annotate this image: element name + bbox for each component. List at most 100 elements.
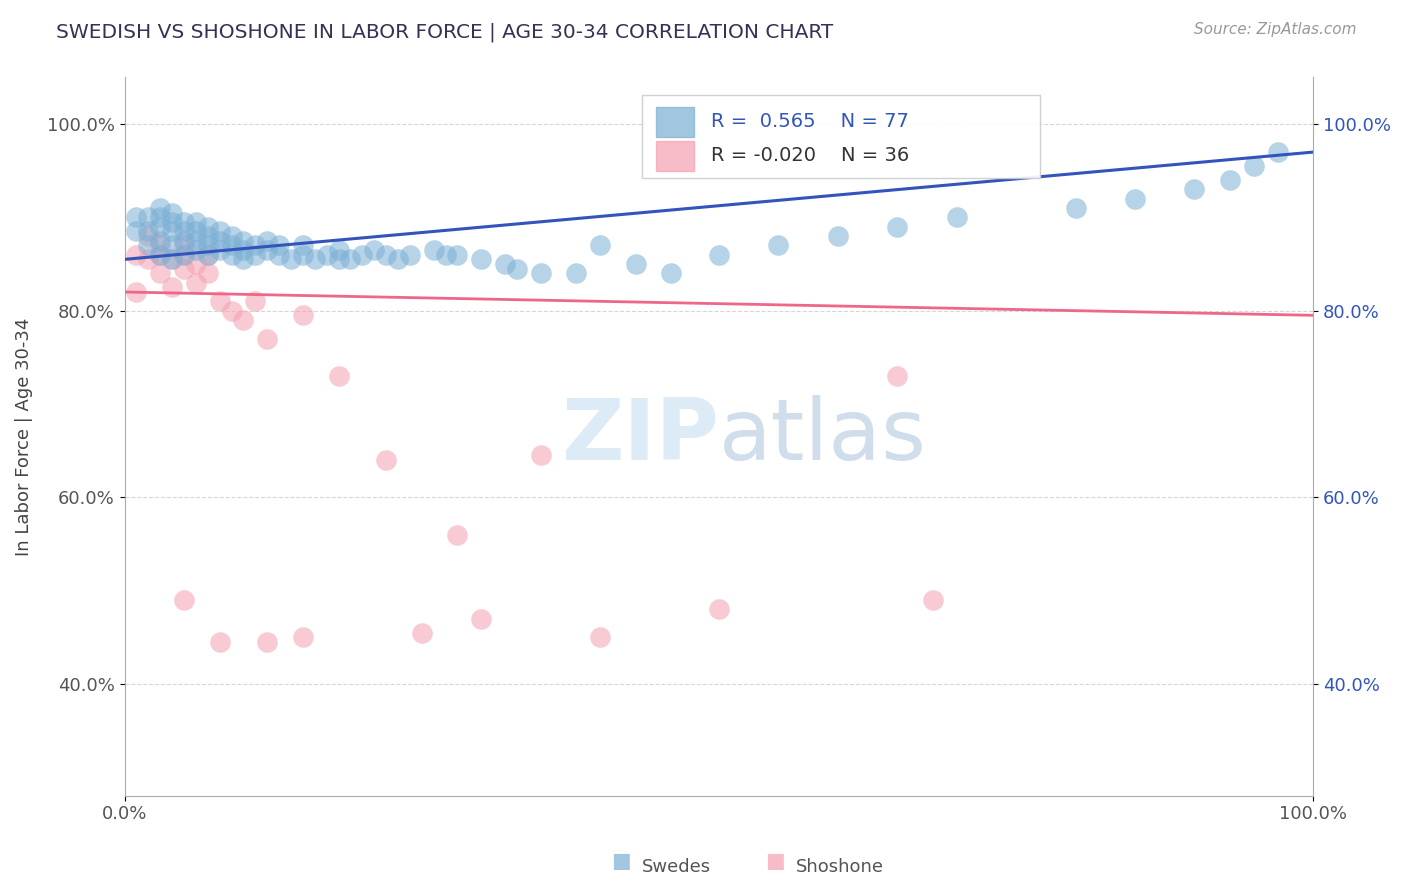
- Point: [269, 248, 291, 262]
- Point: [1219, 173, 1241, 187]
- Point: [149, 238, 172, 252]
- Point: [221, 238, 243, 252]
- Point: [886, 368, 908, 383]
- Point: [173, 248, 195, 262]
- Point: [411, 625, 433, 640]
- Point: [768, 238, 790, 252]
- FancyBboxPatch shape: [657, 141, 695, 171]
- Point: [125, 224, 148, 238]
- Point: [922, 592, 945, 607]
- Point: [1243, 159, 1265, 173]
- Point: [149, 248, 172, 262]
- Point: [197, 248, 219, 262]
- Point: [173, 224, 195, 238]
- Point: [149, 219, 172, 234]
- Point: [245, 238, 267, 252]
- Text: R = -0.020    N = 36: R = -0.020 N = 36: [710, 145, 908, 164]
- Point: [173, 248, 195, 262]
- Point: [221, 248, 243, 262]
- Text: ■: ■: [610, 851, 630, 871]
- Point: [945, 211, 967, 225]
- Point: [315, 248, 337, 262]
- Point: [160, 205, 183, 219]
- Point: [245, 248, 267, 262]
- Point: [530, 448, 553, 462]
- Point: [387, 252, 409, 267]
- Point: [149, 248, 172, 262]
- Point: [1064, 201, 1087, 215]
- Point: [160, 280, 183, 294]
- Point: [138, 252, 160, 267]
- Point: [184, 224, 207, 238]
- Point: [661, 266, 683, 280]
- Point: [1184, 182, 1206, 196]
- Text: atlas: atlas: [718, 395, 927, 478]
- Point: [160, 224, 183, 238]
- Point: [328, 252, 350, 267]
- Point: [352, 248, 374, 262]
- Point: [208, 635, 231, 649]
- Point: [886, 219, 908, 234]
- Point: [446, 527, 468, 541]
- Point: [1267, 145, 1289, 159]
- Point: [328, 243, 350, 257]
- Point: [256, 234, 278, 248]
- Point: [208, 224, 231, 238]
- Point: [160, 215, 183, 229]
- Point: [399, 248, 422, 262]
- Point: [221, 303, 243, 318]
- Point: [422, 243, 444, 257]
- Text: ZIP: ZIP: [561, 395, 718, 478]
- Point: [208, 243, 231, 257]
- Point: [125, 285, 148, 299]
- Point: [470, 611, 492, 625]
- Point: [446, 248, 468, 262]
- Point: [138, 224, 160, 238]
- Point: [304, 252, 326, 267]
- Point: [173, 234, 195, 248]
- Point: [589, 630, 612, 644]
- Point: [197, 238, 219, 252]
- Point: [589, 238, 612, 252]
- Point: [184, 215, 207, 229]
- Point: [269, 238, 291, 252]
- Point: [208, 294, 231, 309]
- Point: [827, 229, 849, 244]
- Point: [197, 229, 219, 244]
- Point: [232, 234, 254, 248]
- Point: [160, 238, 183, 252]
- Point: [506, 261, 529, 276]
- Point: [232, 313, 254, 327]
- Point: [291, 248, 314, 262]
- Text: R =  0.565    N = 77: R = 0.565 N = 77: [710, 112, 908, 131]
- Point: [470, 252, 492, 267]
- Point: [138, 211, 160, 225]
- Point: [208, 234, 231, 248]
- Point: [434, 248, 457, 262]
- Point: [291, 309, 314, 323]
- Text: Shoshone: Shoshone: [796, 858, 884, 876]
- Y-axis label: In Labor Force | Age 30-34: In Labor Force | Age 30-34: [15, 318, 32, 556]
- Point: [291, 630, 314, 644]
- Point: [173, 215, 195, 229]
- Point: [184, 234, 207, 248]
- Point: [160, 252, 183, 267]
- Point: [232, 243, 254, 257]
- Text: Swedes: Swedes: [641, 858, 711, 876]
- Point: [494, 257, 516, 271]
- FancyBboxPatch shape: [641, 95, 1040, 178]
- Text: Source: ZipAtlas.com: Source: ZipAtlas.com: [1194, 22, 1357, 37]
- Point: [125, 211, 148, 225]
- Point: [624, 257, 647, 271]
- Point: [707, 602, 730, 616]
- Point: [149, 234, 172, 248]
- Point: [256, 332, 278, 346]
- Point: [375, 248, 398, 262]
- Point: [375, 453, 398, 467]
- Point: [149, 201, 172, 215]
- Point: [184, 257, 207, 271]
- Point: [160, 252, 183, 267]
- Point: [707, 248, 730, 262]
- Point: [138, 238, 160, 252]
- Point: [125, 248, 148, 262]
